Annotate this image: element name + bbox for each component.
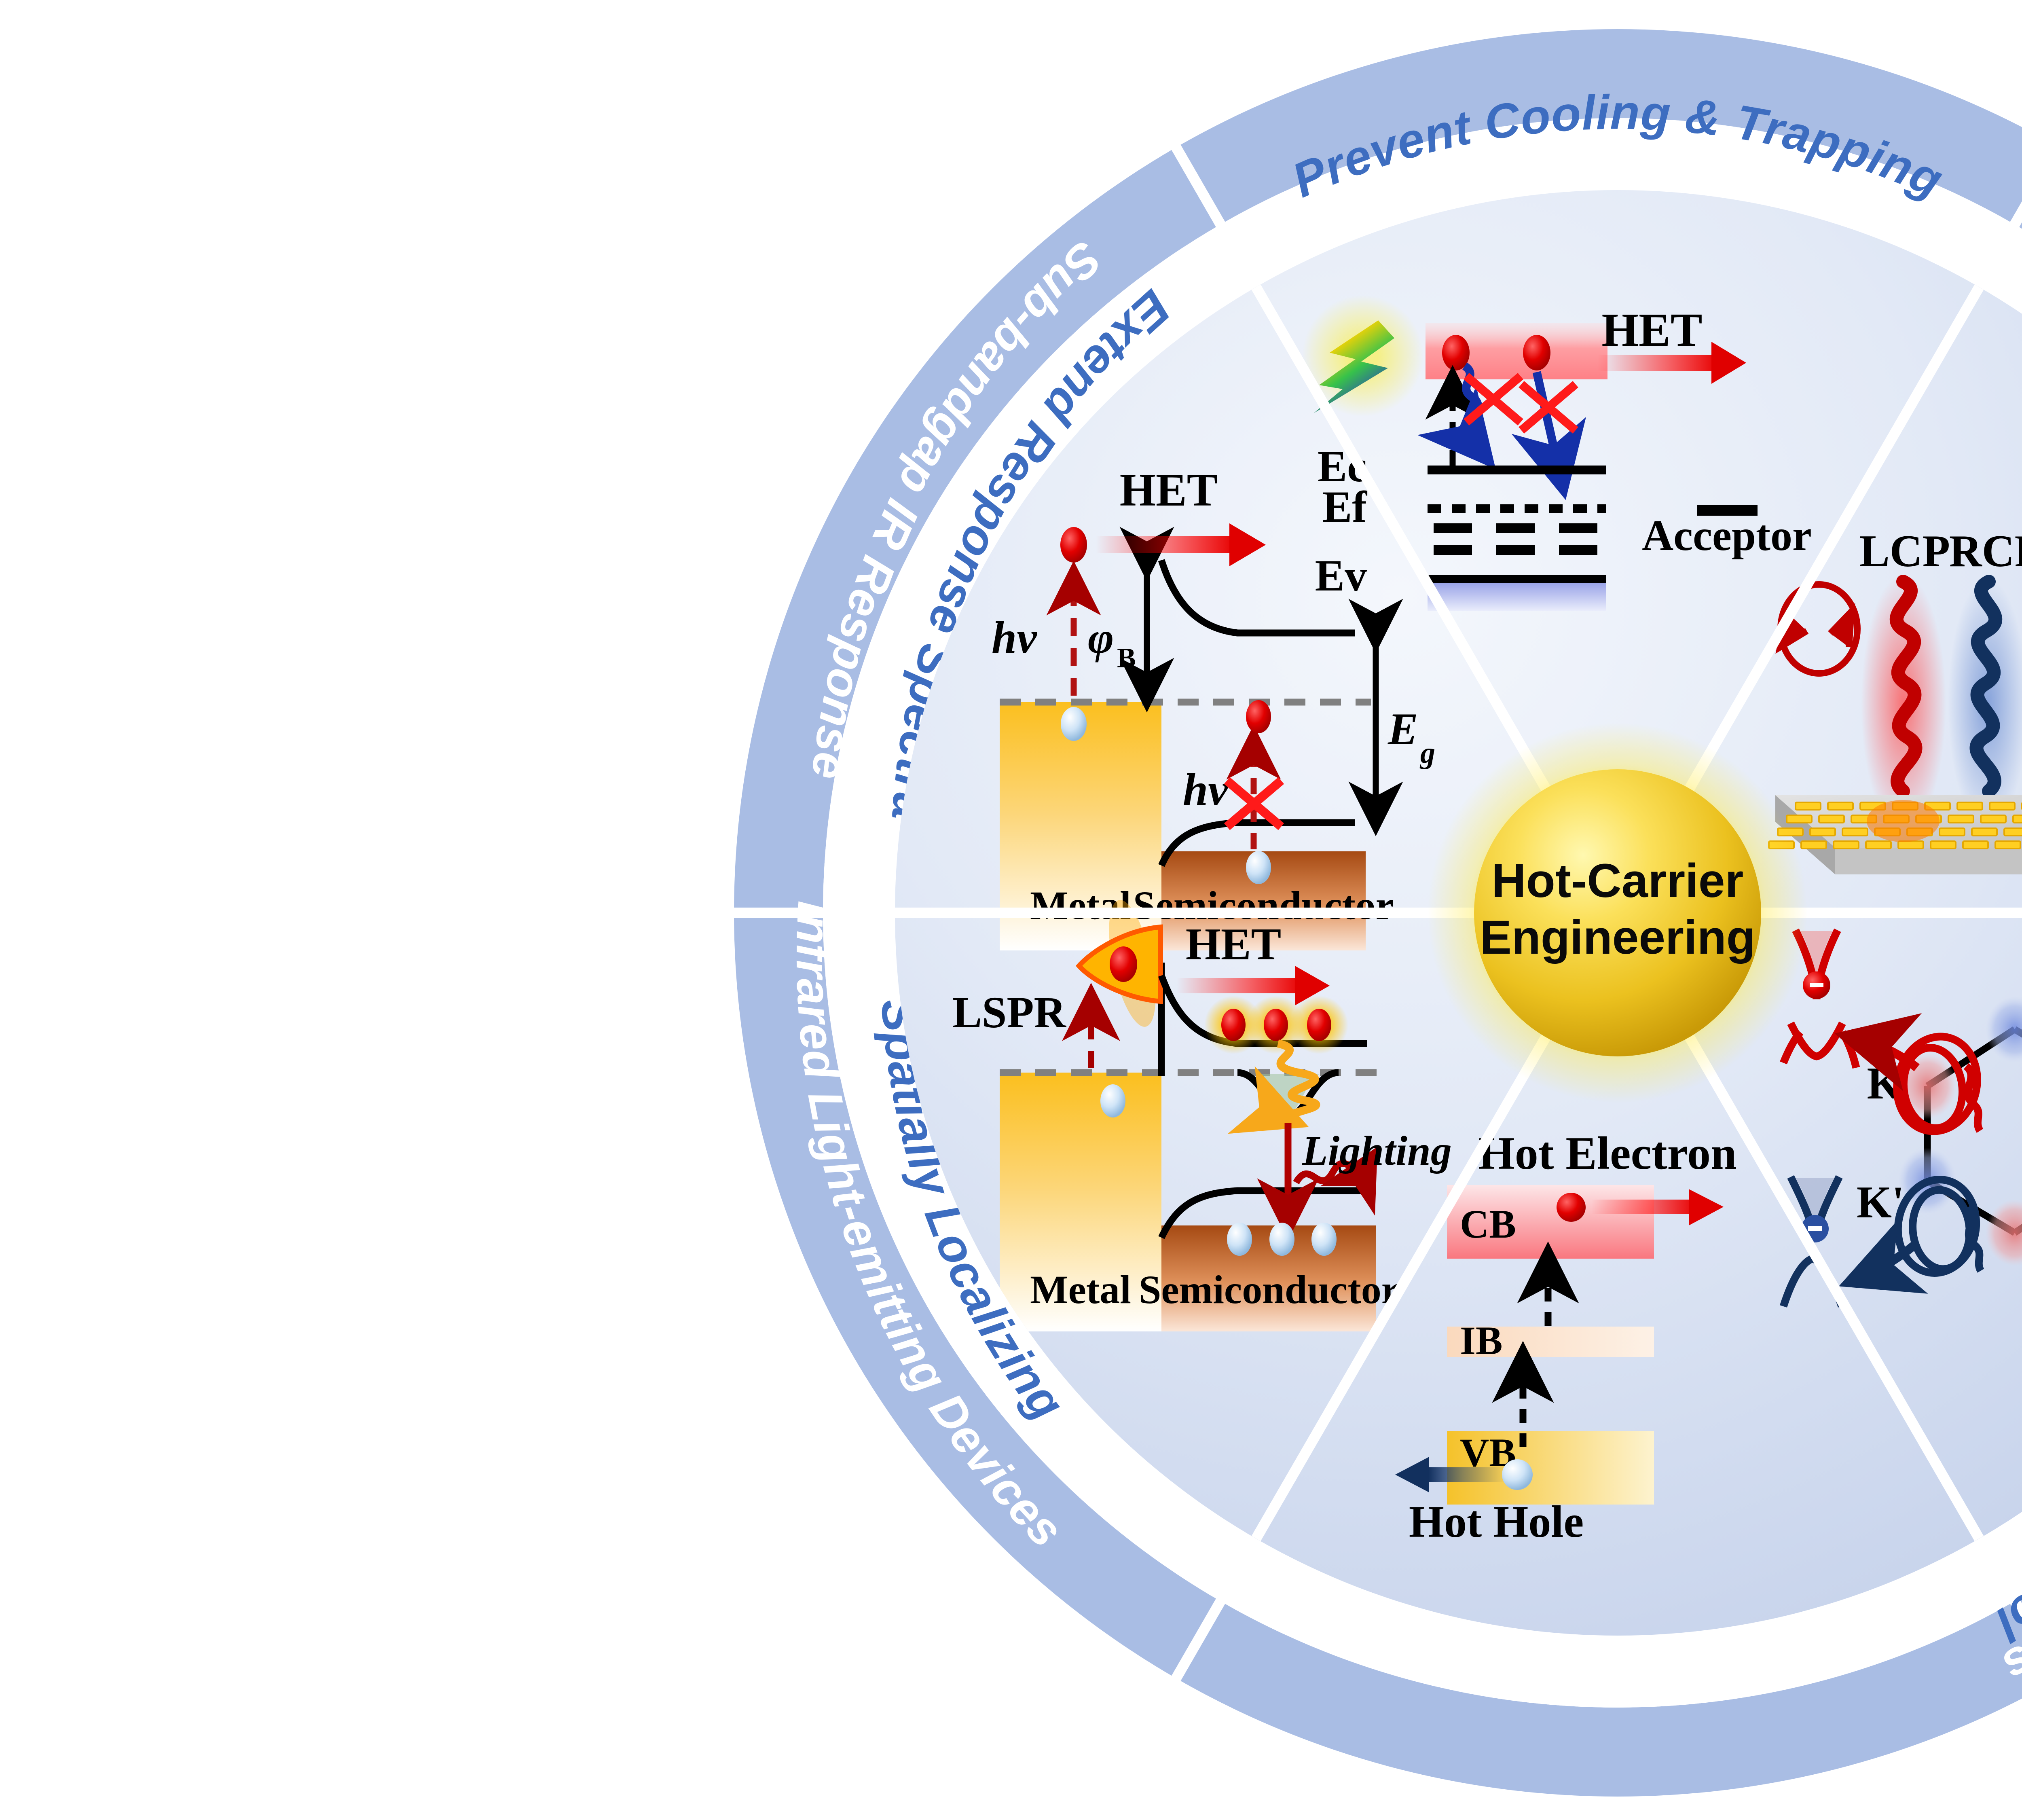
metal-carrier-dot — [1100, 1084, 1125, 1117]
valence-band-curve — [1158, 1187, 1367, 1239]
hot-hole-arrow-shaft — [1428, 1467, 1505, 1482]
het-label: HET — [1601, 303, 1702, 356]
sector-spatially-localizing: LSPR HET — [952, 900, 1452, 1331]
metal-block — [1000, 1073, 1161, 1331]
hot-electron-arrow-head — [1689, 1189, 1724, 1225]
relaxation-spiral — [1227, 1039, 1320, 1134]
hot-hole-label: Hot Hole — [1409, 1497, 1584, 1547]
k-transfer-arrow — [1834, 1013, 1922, 1091]
metal-carrier-dot — [1061, 707, 1087, 741]
lspr-hot-electron — [1110, 946, 1137, 982]
hot-electron-arrow-shaft — [1591, 1200, 1697, 1214]
metal-label: Metal — [1030, 883, 1131, 928]
ev-label: Ev — [1315, 551, 1367, 600]
semiconductor-label: Semiconductor — [1139, 1267, 1399, 1312]
lspr-label: LSPR — [952, 988, 1067, 1037]
kprime-transfer-arrow — [1838, 1219, 1928, 1294]
het-label: HET — [1186, 919, 1282, 969]
sector-prevent-cooling-trapping: HET Ec Ef — [1302, 295, 1812, 611]
het-arrow-shaft — [1177, 978, 1302, 993]
sector-dynamics-control: K K' — [1779, 928, 2022, 1308]
blocked-trapping-cross-icon — [1519, 381, 1578, 434]
het-arrow-head — [1711, 342, 1746, 384]
ib-label: IB — [1460, 1318, 1503, 1363]
core-title-line2: Engineering — [1480, 911, 1756, 964]
trap-states — [1434, 523, 1597, 555]
k-excitation-scribble — [1893, 1033, 1984, 1135]
valence-band-fill — [1428, 583, 1606, 611]
emitted-photon-wave — [1293, 1146, 1378, 1216]
hot-electron-label: Hot Electron — [1478, 1128, 1737, 1179]
rcp-label: RCP — [1949, 526, 2022, 576]
hot-carrier-dot-1 — [1442, 335, 1470, 370]
metasurface-slab — [1768, 795, 2022, 874]
hot-carrier-dot-2 — [1523, 335, 1550, 370]
het-arrow-shaft — [1096, 536, 1235, 553]
lighting-label: Lighting — [1302, 1128, 1452, 1174]
sector-ir-solar-energy-harvesting: Hot Electron CB IB VB Hot Hole — [1395, 1128, 1736, 1547]
het-label: HET — [1120, 464, 1218, 516]
blocked-cross-icon — [1224, 777, 1284, 830]
inner-disc: E g φ B hv HET hv — [895, 190, 2022, 1636]
hot-electron-dot — [1557, 1193, 1586, 1222]
semiconductor-hole-dots — [1227, 1223, 1337, 1256]
rcp-wave-icon — [1969, 575, 2003, 798]
hv-semiconductor-label: hv — [1183, 765, 1229, 815]
light-bolt-icon — [1313, 320, 1394, 413]
het-arrow-shaft — [1597, 355, 1719, 371]
acceptor-label: Acceptor — [1642, 512, 1812, 560]
barrier-sub: B — [1117, 643, 1136, 674]
trapping-arrow — [1511, 371, 1586, 500]
semiconductor-electron-dot — [1246, 700, 1271, 733]
lcp-label: LCP — [1859, 526, 1950, 576]
hot-hole-arrow-head — [1395, 1457, 1429, 1492]
het-arrow-head — [1229, 523, 1266, 566]
core-sphere-body — [1474, 769, 1761, 1056]
ef-label: Ef — [1322, 482, 1367, 531]
het-arrow-head — [1295, 966, 1330, 1005]
lcp-wave-icon — [1889, 575, 1923, 798]
lattice-atoms — [1898, 996, 2022, 1266]
trapped-hot-electrons — [1204, 996, 1348, 1054]
hot-electron-dot — [1060, 527, 1087, 563]
blocked-cooling-cross-icon — [1464, 373, 1523, 425]
bandgap-sub: g — [1419, 736, 1435, 770]
hot-hole-dot — [1502, 1459, 1533, 1490]
barrier-label: φ — [1088, 613, 1114, 662]
semiconductor-hole-dot — [1246, 851, 1271, 884]
metal-label: Metal — [1030, 1267, 1131, 1312]
semiconductor-label: Semiconductor — [1133, 883, 1394, 928]
core-sphere[interactable]: Hot-Carrier Engineering — [1428, 723, 1808, 1103]
bandgap-label: E — [1387, 704, 1418, 754]
hv-metal-label: hv — [992, 613, 1037, 663]
cb-label: CB — [1460, 1202, 1516, 1246]
semiconductor-block — [1161, 1225, 1376, 1331]
core-title-line1: Hot-Carrier — [1492, 854, 1744, 908]
